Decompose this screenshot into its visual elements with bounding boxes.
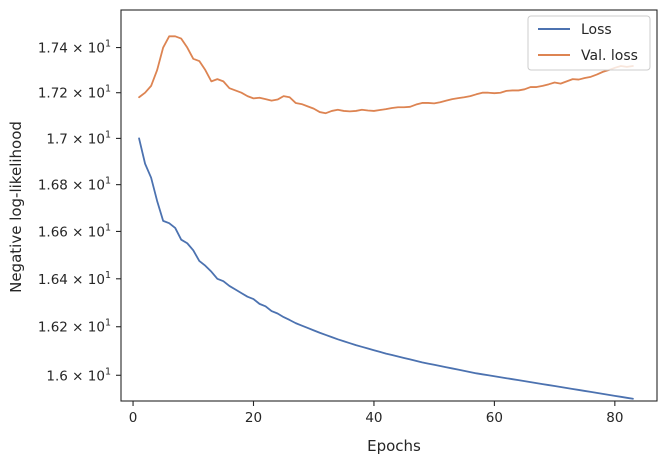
y-tick-label-1.74: 1.74 × 101 [38,39,111,57]
legend-label-loss: Loss [581,22,612,38]
x-tick-label-40: 40 [365,410,382,426]
y-axis-label: Negative log-likelihood [7,121,25,293]
y-tick-label-1.64: 1.64 × 101 [38,270,111,288]
y-tick-label-1.72: 1.72 × 101 [38,84,111,102]
y-tick-label-1.7: 1.7 × 101 [46,129,111,147]
axis-layer: 0 20 40 60 80 1.6 × 101 1.62 × 101 1.64 × 101 1.… [38,9,658,426]
plot-frame [120,9,658,402]
x-tick-label-0: 0 [129,410,138,426]
series-line-loss [138,137,634,400]
x-tick-label-80: 80 [606,410,623,426]
y-tick-label-1.6: 1.6 × 101 [46,366,111,384]
legend-label-val-loss: Val. loss [581,48,638,64]
x-tick-label-20: 20 [245,410,262,426]
x-axis-label: Epochs [367,437,421,455]
y-tick-label-1.66: 1.66 × 101 [38,222,111,240]
series-layer [138,35,634,400]
y-tick-label-1.68: 1.68 × 101 [38,176,111,194]
y-tick-label-1.62: 1.62 × 101 [38,318,111,336]
x-tick-label-60: 60 [486,410,503,426]
series-line-val-loss [138,35,634,115]
legend: Loss Val. loss [527,15,651,71]
